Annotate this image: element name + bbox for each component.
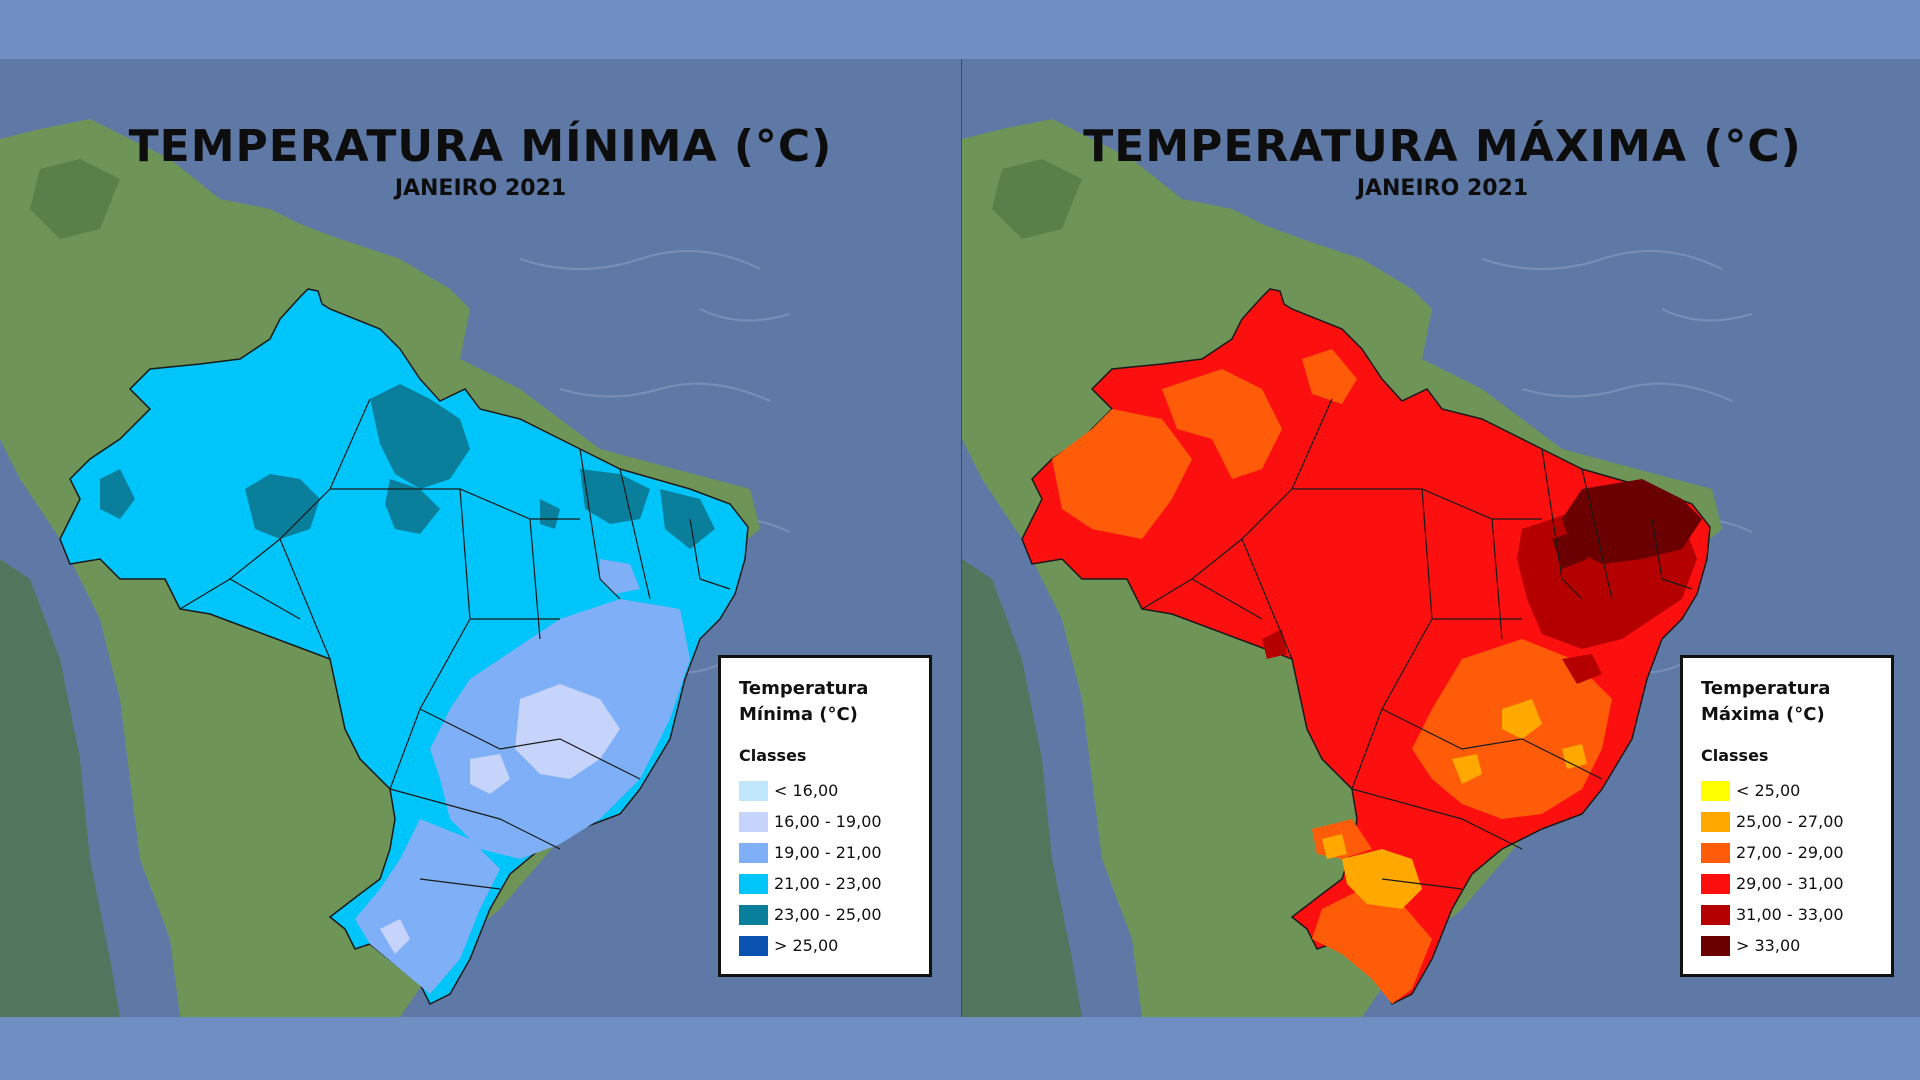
legend-item: 25,00 - 27,00 (1701, 806, 1891, 837)
legend-label: 23,00 - 25,00 (774, 905, 882, 924)
map-legend: Temperatura Mínima (°C) Classes < 16,00 1… (718, 655, 932, 977)
legend-swatch (739, 780, 768, 801)
legend-item: 16,00 - 19,00 (739, 806, 929, 837)
legend-label: 19,00 - 21,00 (774, 843, 882, 862)
map-legend: Temperatura Máxima (°C) Classes < 25,00 2… (1680, 655, 1894, 977)
legend-classes-label: Classes (1701, 746, 1769, 765)
map-title: TEMPERATURA MÍNIMA (°C) (128, 121, 833, 172)
legend-swatch (739, 873, 768, 894)
legend-item: < 16,00 (739, 775, 929, 806)
legend-title-line1: Temperatura (1701, 678, 1831, 699)
legend-label: < 16,00 (774, 781, 839, 800)
state-borders (1141, 398, 1693, 890)
legend-item: 29,00 - 31,00 (1701, 868, 1891, 899)
legend-swatch (1701, 780, 1730, 801)
legend-item: > 33,00 (1701, 930, 1891, 961)
legend-swatch (739, 935, 768, 956)
max-temperature-map-panel: TEMPERATURA MÁXIMA (°C) JANEIRO 2021 Tem… (962, 59, 1920, 1017)
legend-label: > 33,00 (1736, 936, 1801, 955)
state-borders (179, 398, 731, 890)
min-temperature-map (0, 59, 961, 1017)
legend-label: < 25,00 (1736, 781, 1801, 800)
legend-swatch (739, 904, 768, 925)
map-subtitle: JANEIRO 2021 (394, 176, 567, 201)
legend-title-line2: Mínima (°C) (739, 704, 858, 725)
legend-label: 29,00 - 31,00 (1736, 874, 1844, 893)
legend-swatch (1701, 873, 1730, 894)
legend-label: 31,00 - 33,00 (1736, 905, 1844, 924)
legend-item: 23,00 - 25,00 (739, 899, 929, 930)
legend-swatch (1701, 904, 1730, 925)
panel-divider (961, 59, 962, 1017)
min-temperature-map-panel: TEMPERATURA MÍNIMA (°C) JANEIRO 2021 Tem… (0, 59, 961, 1017)
legend-title-line1: Temperatura (739, 678, 869, 699)
legend-label: 16,00 - 19,00 (774, 812, 882, 831)
legend-title-line2: Máxima (°C) (1701, 704, 1825, 725)
zone-above-33 (1552, 479, 1702, 569)
legend-swatch (739, 842, 768, 863)
legend-swatch (739, 811, 768, 832)
map-subtitle: JANEIRO 2021 (1356, 176, 1529, 201)
legend-label: 27,00 - 29,00 (1736, 843, 1844, 862)
legend-label: > 25,00 (774, 936, 839, 955)
legend-swatch (1701, 811, 1730, 832)
map-title: TEMPERATURA MÁXIMA (°C) (1083, 121, 1802, 172)
legend-swatch (1701, 842, 1730, 863)
legend-classes-label: Classes (739, 746, 807, 765)
legend-label: 25,00 - 27,00 (1736, 812, 1844, 831)
legend-item: 31,00 - 33,00 (1701, 899, 1891, 930)
legend-item: 19,00 - 21,00 (739, 837, 929, 868)
legend-item: < 25,00 (1701, 775, 1891, 806)
legend-swatch (1701, 935, 1730, 956)
zone-23-25 (100, 384, 715, 549)
legend-item: 21,00 - 23,00 (739, 868, 929, 899)
legend-item: 27,00 - 29,00 (1701, 837, 1891, 868)
legend-item: > 25,00 (739, 930, 929, 961)
legend-label: 21,00 - 23,00 (774, 874, 882, 893)
